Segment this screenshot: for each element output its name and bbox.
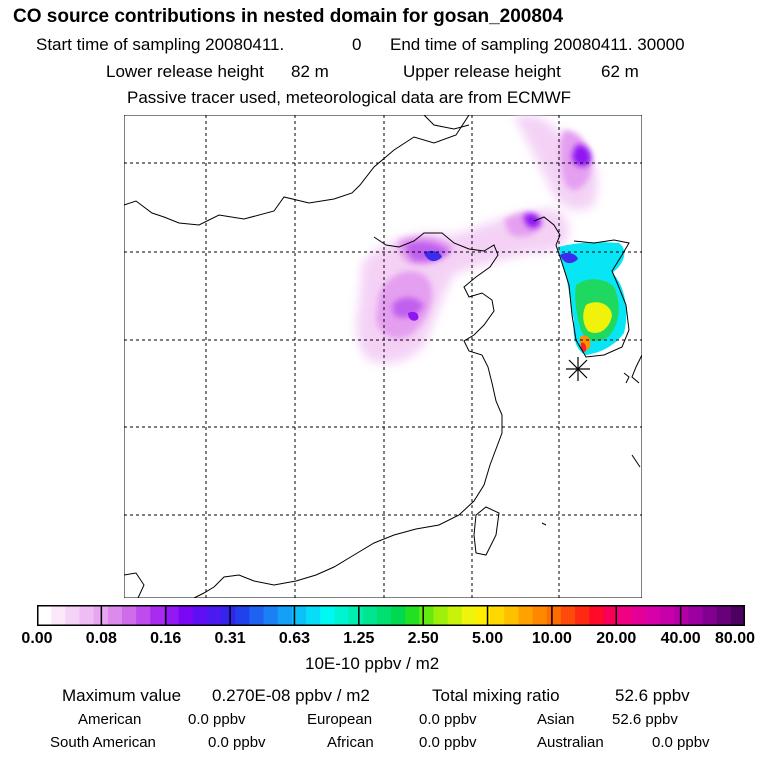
- colorbar-unit: 10E-10 ppbv / m2: [305, 654, 440, 673]
- region-value: 0.0 ppbv: [208, 734, 266, 751]
- colorbar-swatch: [560, 605, 576, 626]
- colorbar-swatch: [617, 605, 633, 626]
- colorbar-tick-label: 80.00: [714, 630, 756, 647]
- max-value: 0.270E-08 ppbv / m2: [212, 686, 370, 705]
- colorbar-tick-label: 0.31: [214, 630, 246, 647]
- colorbar-swatch: [504, 605, 519, 626]
- colorbar-tick-label: 0.16: [150, 630, 182, 647]
- lower-release-value: 82 m: [291, 62, 329, 81]
- colorbar-swatch: [320, 605, 335, 626]
- colorbar-tick-label: 5.00: [471, 630, 504, 647]
- upper-release-value: 62 m: [601, 62, 639, 81]
- end-time-label: End time of sampling 20080411. 30000: [390, 35, 685, 54]
- colorbar-swatch: [277, 605, 293, 626]
- colorbar-swatch: [475, 605, 491, 626]
- colorbar-swatch: [660, 605, 675, 626]
- colorbar-swatch: [150, 605, 165, 626]
- colorbar-swatch: [391, 605, 406, 626]
- region-value: 0.0 ppbv: [652, 734, 710, 751]
- colorbar-swatch: [51, 605, 66, 626]
- upper-release-label: Upper release height: [403, 62, 561, 81]
- colorbar-swatch: [306, 605, 321, 626]
- colorbar-tick-label: 1.25: [343, 630, 375, 647]
- max-value-label: Maximum value: [62, 686, 182, 705]
- colorbar-tick-label: 0.00: [21, 630, 53, 647]
- colorbar-swatch: [263, 605, 279, 626]
- colorbar-tick-label: 0.63: [278, 630, 311, 647]
- colorbar-swatch: [447, 605, 463, 626]
- colorbar-swatch: [192, 605, 208, 626]
- start-time-value: 0: [352, 35, 362, 54]
- colorbar-swatch: [65, 605, 80, 626]
- colorbar-swatch: [490, 605, 505, 626]
- colorbar-swatch: [249, 605, 265, 626]
- region-name: Asian: [537, 711, 575, 728]
- lower-release-label: Lower release height: [106, 62, 264, 81]
- colorbar-tick-label: 20.00: [596, 630, 637, 647]
- colorbar-swatch: [178, 605, 194, 626]
- region-name: American: [78, 711, 142, 728]
- colorbar-swatch: [546, 605, 562, 626]
- colorbar-frame: [37, 605, 745, 626]
- colorbar-swatch: [688, 605, 704, 626]
- colorbar-swatch: [37, 605, 52, 626]
- colorbar-swatch: [376, 605, 392, 626]
- region-value: 52.6 ppbv: [612, 711, 678, 728]
- colorbar-swatch: [589, 605, 604, 626]
- colorbar-swatch: [461, 605, 477, 626]
- plume-korea: [558, 242, 627, 355]
- colorbar-swatch: [702, 605, 718, 626]
- colorbar-swatch: [221, 605, 236, 626]
- colorbar-swatch: [518, 605, 534, 626]
- colorbar-swatch: [532, 605, 548, 626]
- colorbar-swatch: [730, 605, 745, 626]
- colorbar-swatch: [405, 605, 420, 626]
- colorbar-swatch: [362, 605, 378, 626]
- plume-purple: [408, 250, 442, 321]
- region-name: Australian: [537, 734, 604, 751]
- colorbar-tick-label: 40.00: [660, 630, 701, 647]
- total-mixing-label: Total mixing ratio: [432, 686, 560, 705]
- colorbar-swatch: [107, 605, 123, 626]
- colorbar-swatch: [674, 605, 689, 626]
- coastlines: [124, 115, 642, 598]
- region-name: South American: [50, 734, 156, 751]
- map-title: CO source contributions in nested domain…: [13, 6, 564, 27]
- asterisk-icon: [566, 357, 590, 381]
- colorbar-swatch: [603, 605, 619, 626]
- colorbar-swatch: [79, 605, 95, 626]
- colorbar-swatch: [121, 605, 137, 626]
- region-name: European: [307, 711, 373, 728]
- colorbar-swatch: [575, 605, 590, 626]
- region-name: African: [327, 734, 374, 751]
- colorbar-swatch: [136, 605, 151, 626]
- tracer-note: Passive tracer used, meteorological data…: [127, 88, 572, 107]
- colorbar: [37, 605, 745, 626]
- colorbar-tick-label: 0.08: [85, 630, 117, 647]
- colorbar-swatch: [291, 605, 307, 626]
- colorbar-swatch: [716, 605, 732, 626]
- colorbar-swatch: [206, 605, 222, 626]
- colorbar-swatch: [348, 605, 364, 626]
- colorbar-swatch: [334, 605, 350, 626]
- colorbar-swatch: [235, 605, 250, 626]
- colorbar-swatch: [164, 605, 180, 626]
- total-mixing-value: 52.6 ppbv: [615, 686, 690, 705]
- colorbar-swatch: [419, 605, 434, 626]
- map-panel: [124, 115, 642, 598]
- region-value: 0.0 ppbv: [419, 711, 477, 728]
- region-value: 0.0 ppbv: [419, 734, 477, 751]
- colorbar-swatch: [433, 605, 449, 626]
- start-time-label: Start time of sampling 20080411.: [36, 35, 285, 54]
- colorbar-swatch: [631, 605, 647, 626]
- colorbar-swatch: [645, 605, 661, 626]
- region-value: 0.0 ppbv: [188, 711, 246, 728]
- lat-lon-grid: [124, 115, 642, 598]
- colorbar-tick-label: 10.00: [531, 630, 572, 647]
- colorbar-tick-label: 2.50: [407, 630, 439, 647]
